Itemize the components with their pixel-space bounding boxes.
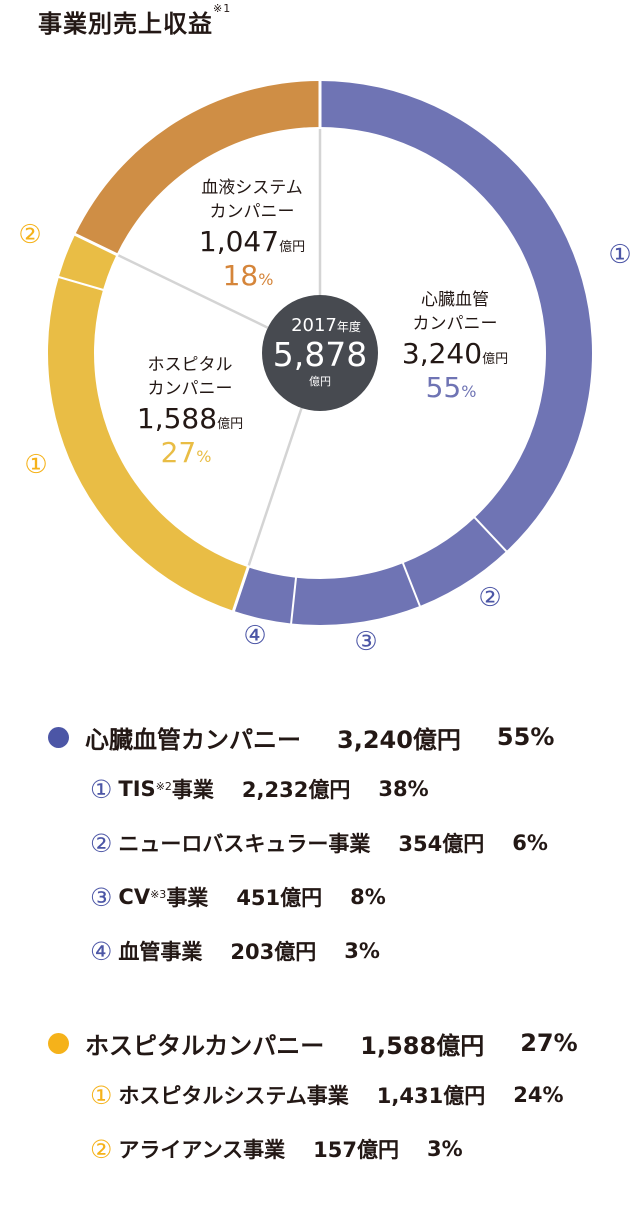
- legend-item-cardio-3: ③ CV ※3 事業 451億円 8%: [48, 870, 638, 924]
- legend-pct-hospital: 27%: [520, 1029, 578, 1057]
- chart-title: 事業別売上収益※1: [38, 2, 232, 39]
- legend-item-value: 157億円: [313, 1138, 400, 1162]
- legend-item-name: TIS: [118, 777, 156, 801]
- legend-marker: ①: [90, 1080, 113, 1110]
- legend-marker: ①: [90, 774, 113, 804]
- legend-item-pct: 38%: [378, 777, 429, 801]
- legend-row-hospital: ホスピタルカンパニー 1,588億円 27%: [48, 1018, 638, 1068]
- label-cardio-value: 3,240億円: [402, 337, 508, 370]
- center-circle: [262, 295, 378, 411]
- legend-item-value: 203億円: [230, 940, 317, 964]
- legend-item-pct: 3%: [427, 1137, 463, 1161]
- label-blood-value: 1,047億円: [199, 225, 305, 258]
- legend-item-value: 1,431億円: [376, 1084, 486, 1108]
- label-cardio-pct: 55%: [426, 371, 477, 404]
- legend-item-name: CV: [118, 885, 151, 909]
- legend-marker: ②: [90, 1134, 113, 1164]
- legend-value-cardio: 3,240億円: [337, 725, 461, 754]
- legend-item-value: 354億円: [398, 832, 485, 856]
- marker-cardio-4: ④: [243, 621, 266, 651]
- chart-title-text: 事業別売上収益: [38, 10, 213, 38]
- legend-item-cardio-1: ① TIS ※2 事業 2,232億円 38%: [48, 762, 638, 816]
- legend-name-cardio: 心臓血管カンパニー: [85, 725, 301, 754]
- legend-group-hospital: ホスピタルカンパニー 1,588億円 27% ① ホスピタルシステム事業 1,4…: [48, 1018, 638, 1176]
- legend-item-pct: 8%: [350, 885, 386, 909]
- legend-item-name: ホスピタルシステム事業: [118, 1084, 349, 1108]
- label-hospital-pct: 27%: [161, 436, 212, 469]
- chart-title-note: ※1: [213, 2, 232, 15]
- donut-segment-blood: [75, 81, 320, 255]
- label-cardio-name-2: カンパニー: [413, 314, 498, 334]
- segment-gap: [72, 232, 120, 257]
- legend-item-hospital-1: ① ホスピタルシステム事業 1,431億円 24%: [48, 1068, 638, 1122]
- legend-item-name: アライアンス事業: [118, 1138, 286, 1162]
- legend-item-note: ※3: [150, 887, 167, 901]
- label-blood-name-1: 血液システム: [201, 178, 303, 198]
- sub-divider: [401, 561, 422, 608]
- legend-marker: ④: [90, 936, 113, 966]
- company-divider: [115, 252, 269, 329]
- donut-chart: 2017年度5,878億円心臓血管カンパニー3,240億円55%ホスピタルカンパ…: [18, 79, 632, 657]
- sub-divider: [473, 516, 508, 553]
- legend-name-hospital: ホスピタルカンパニー: [85, 1031, 325, 1060]
- legend-item-pct: 3%: [344, 939, 380, 963]
- legend: 心臓血管カンパニー 3,240億円 55% ① TIS ※2 事業 2,232億円 …: [48, 712, 638, 1216]
- donut-segment-cardio: [233, 81, 593, 625]
- center-unit: 億円: [309, 375, 331, 388]
- label-hospital-value: 1,588億円: [137, 402, 243, 435]
- donut-segment-hospital: [47, 234, 249, 611]
- legend-item-suffix: 事業: [166, 886, 209, 910]
- legend-value-hospital: 1,588億円: [360, 1031, 485, 1060]
- legend-row-cardio: 心臓血管カンパニー 3,240億円 55%: [48, 712, 638, 762]
- legend-dot-cardio: [48, 726, 69, 748]
- sub-divider: [57, 275, 105, 292]
- legend-item-pct: 24%: [513, 1083, 564, 1107]
- legend-item-pct: 6%: [512, 831, 548, 855]
- marker-cardio-1: ①: [608, 240, 631, 270]
- legend-pct-cardio: 55%: [496, 723, 555, 751]
- legend-item-cardio-4: ④ 血管事業 203億円 3%: [48, 924, 638, 978]
- legend-item-cardio-2: ② ニューロバスキュラー事業 354億円 6%: [48, 816, 638, 870]
- legend-item-note: ※2: [155, 779, 172, 793]
- segment-gap: [231, 564, 251, 614]
- legend-dot-hospital: [48, 1032, 69, 1054]
- marker-cardio-3: ③: [354, 627, 377, 657]
- label-blood-pct: 18%: [223, 259, 274, 292]
- legend-item-value: 451億円: [236, 886, 323, 910]
- marker-cardio-2: ②: [478, 583, 501, 613]
- label-blood-name-2: カンパニー: [210, 202, 295, 222]
- legend-marker: ②: [90, 828, 113, 858]
- marker-hospital-2: ②: [18, 220, 41, 250]
- label-hospital-name-1: ホスピタル: [148, 355, 233, 375]
- legend-item-suffix: 事業: [171, 778, 214, 802]
- center-value: 5,878: [273, 335, 367, 374]
- label-cardio-name-1: 心臓血管: [421, 290, 489, 310]
- legend-item-hospital-2: ② アライアンス事業 157億円 3%: [48, 1122, 638, 1176]
- company-divider: [246, 407, 303, 569]
- legend-item-name: 血管事業: [118, 940, 203, 964]
- legend-item-value: 2,232億円: [241, 778, 351, 802]
- legend-marker: ③: [90, 882, 113, 912]
- center-year: 2017年度: [291, 315, 361, 336]
- sub-divider: [290, 576, 298, 625]
- marker-hospital-1: ①: [24, 450, 47, 480]
- label-hospital-name-2: カンパニー: [148, 379, 233, 399]
- legend-group-cardio: 心臓血管カンパニー 3,240億円 55% ① TIS ※2 事業 2,232億円 …: [48, 712, 638, 978]
- legend-item-name: ニューロバスキュラー事業: [118, 832, 371, 856]
